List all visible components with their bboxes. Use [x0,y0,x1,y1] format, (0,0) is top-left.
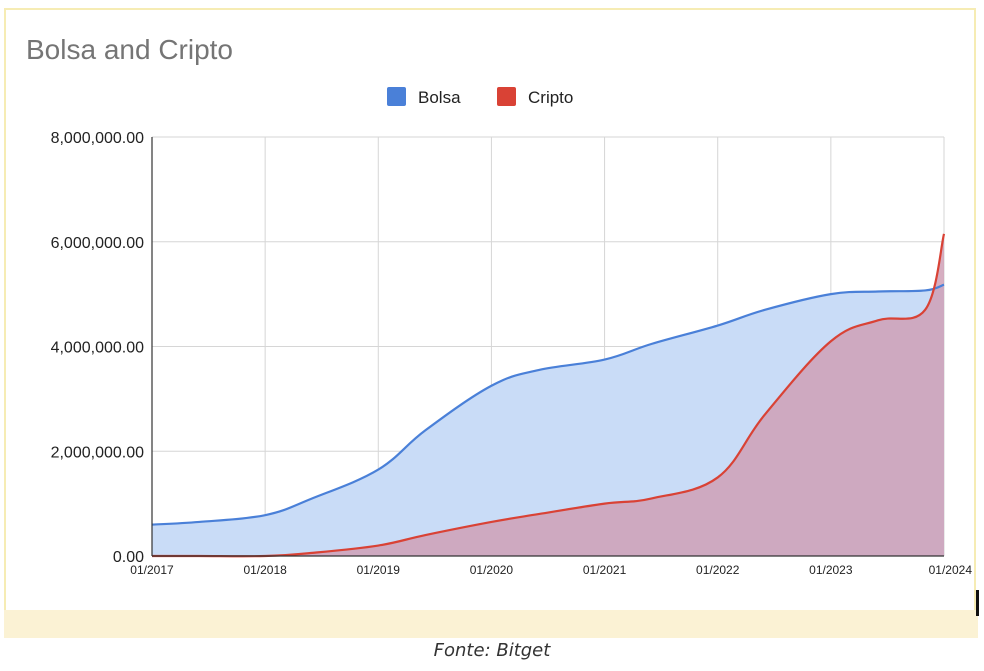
x-tick-labels: 01/2017 01/2018 01/2019 01/2020 01/2021 01/20… [130,563,972,577]
text-cursor [976,590,979,616]
y-tick-label: 4,000,000.00 [51,340,145,357]
x-tick-label: 01/2019 [357,563,401,577]
x-tick-label: 01/2021 [583,563,627,577]
bottom-band [4,610,978,638]
x-tick-label: 01/2018 [243,563,287,577]
y-tick-label: 8,000,000.00 [51,130,145,147]
x-tick-label: 01/2020 [470,563,514,577]
legend: Bolsa Cripto [387,87,573,107]
legend-label-cripto: Cripto [528,88,573,107]
y-tick-label: 0.00 [113,549,144,566]
area-fill-cripto [152,233,944,557]
plot-areas [151,233,946,558]
y-tick-label: 6,000,000.00 [51,235,145,252]
legend-swatch-cripto [497,87,516,106]
legend-swatch-bolsa [387,87,406,106]
series-line-bolsa [151,283,945,526]
y-tick-label: 2,000,000.00 [51,444,145,461]
chart-title: Bolsa and Cripto [26,34,233,65]
axes [151,137,944,557]
series-line-cripto [152,233,946,558]
source-caption: Fonte: Bitget [433,640,551,661]
x-tick-label: 01/2017 [130,563,174,577]
x-tick-label: 01/2022 [696,563,740,577]
x-tick-label: 01/2023 [809,563,853,577]
legend-label-bolsa: Bolsa [418,88,461,107]
x-tick-label: 01/2024 [929,563,973,577]
y-tick-labels: 0.00 2,000,000.00 4,000,000.00 6,000,000.00… [51,130,145,566]
